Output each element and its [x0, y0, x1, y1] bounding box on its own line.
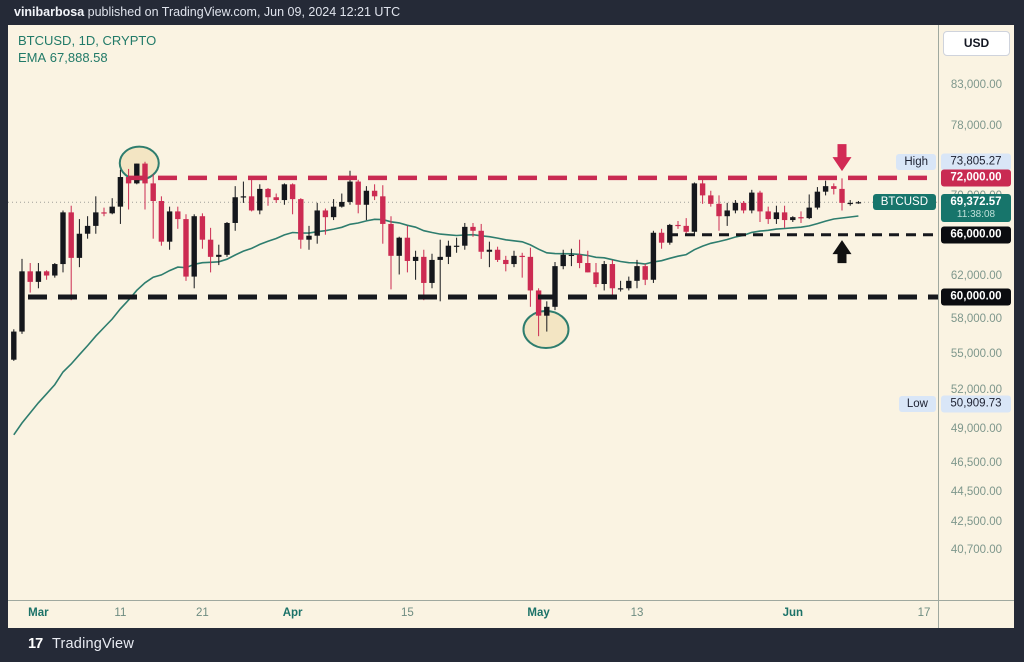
- bar-countdown: 11:38:08: [956, 209, 996, 221]
- footer-bar: 17 TradingView: [0, 628, 1024, 662]
- price-tick-58000: 58,000.00: [950, 313, 1003, 326]
- date-tick-jun: Jun: [782, 607, 804, 619]
- ema-label: EMA: [18, 50, 47, 65]
- date-tick-13: 13: [630, 607, 644, 619]
- ema-value: 67,888.58: [49, 50, 108, 65]
- date-tick-may: May: [527, 607, 550, 619]
- price-tick-49000: 49,000.00: [950, 423, 1003, 436]
- date-tick-11: 11: [114, 607, 127, 619]
- price-badge-BTCUSD: 69,372.57 11:38:08: [941, 194, 1011, 223]
- price-badge-Low: 50,909.73: [941, 395, 1011, 413]
- date-tick-mar: Mar: [28, 607, 49, 619]
- price-tick-83000: 83,000.00: [950, 79, 1003, 92]
- chart-legend: BTCUSD, 1D, CRYPTO EMA 67,888.58: [18, 32, 156, 66]
- publish-author: vinibarbosa: [14, 5, 85, 19]
- highlight-circle-may-bottom: [522, 310, 570, 350]
- time-axis[interactable]: Mar 11 21 Apr 15 May 13 Jun 17: [8, 600, 1014, 628]
- price-badge-High: 73,805.27: [941, 153, 1011, 171]
- price-tick-78000: 78,000.00: [950, 119, 1003, 132]
- tradingview-logo-icon[interactable]: 17: [28, 636, 43, 652]
- last-price-value: 69,372.57: [950, 196, 1002, 209]
- price-tick-40700: 40,700.00: [950, 544, 1003, 557]
- date-tick-15: 15: [400, 607, 414, 619]
- symbol-title[interactable]: BTCUSD, 1D, CRYPTO: [18, 33, 157, 48]
- price-badge-72000: 72,000.00: [941, 169, 1011, 187]
- ema-legend[interactable]: EMA 67,888.58: [18, 49, 156, 66]
- price-tick-55000: 55,000.00: [950, 347, 1003, 360]
- price-tick-42500: 42,500.00: [950, 516, 1003, 529]
- publish-text: published on TradingView.com, Jun 09, 20…: [84, 5, 401, 19]
- publish-bar: vinibarbosa published on TradingView.com…: [0, 0, 1024, 25]
- ema-line: [13, 215, 859, 436]
- chart-card: BTCUSD, 1D, CRYPTO EMA 67,888.58 High BTC…: [8, 25, 1014, 628]
- price-tick-44500: 44,500.00: [950, 486, 1003, 498]
- date-tick-17: 17: [917, 607, 931, 619]
- date-tick-apr: Apr: [282, 607, 303, 619]
- price-tick-52000: 52,000.00: [950, 384, 1003, 397]
- candlestick-series: [11, 161, 862, 361]
- tradingview-brand-link[interactable]: TradingView: [52, 636, 134, 652]
- price-axis[interactable]: USD 83,000.0078,000.0070,000.0062,000.00…: [939, 25, 1014, 600]
- date-tick-21: 21: [195, 607, 209, 619]
- price-tick-62000: 62,000.00: [950, 269, 1003, 282]
- price-badge-66000: 66,000.00: [941, 226, 1011, 244]
- currency-toggle-button[interactable]: USD: [943, 31, 1010, 56]
- price-chart[interactable]: [8, 25, 938, 600]
- axis-separator: [938, 25, 939, 628]
- arrow-down-icon: [832, 144, 852, 172]
- arrow-up-icon: [832, 240, 852, 264]
- price-tick-46500: 46,500.00: [950, 457, 1003, 470]
- price-badge-60000: 60,000.00: [941, 288, 1011, 306]
